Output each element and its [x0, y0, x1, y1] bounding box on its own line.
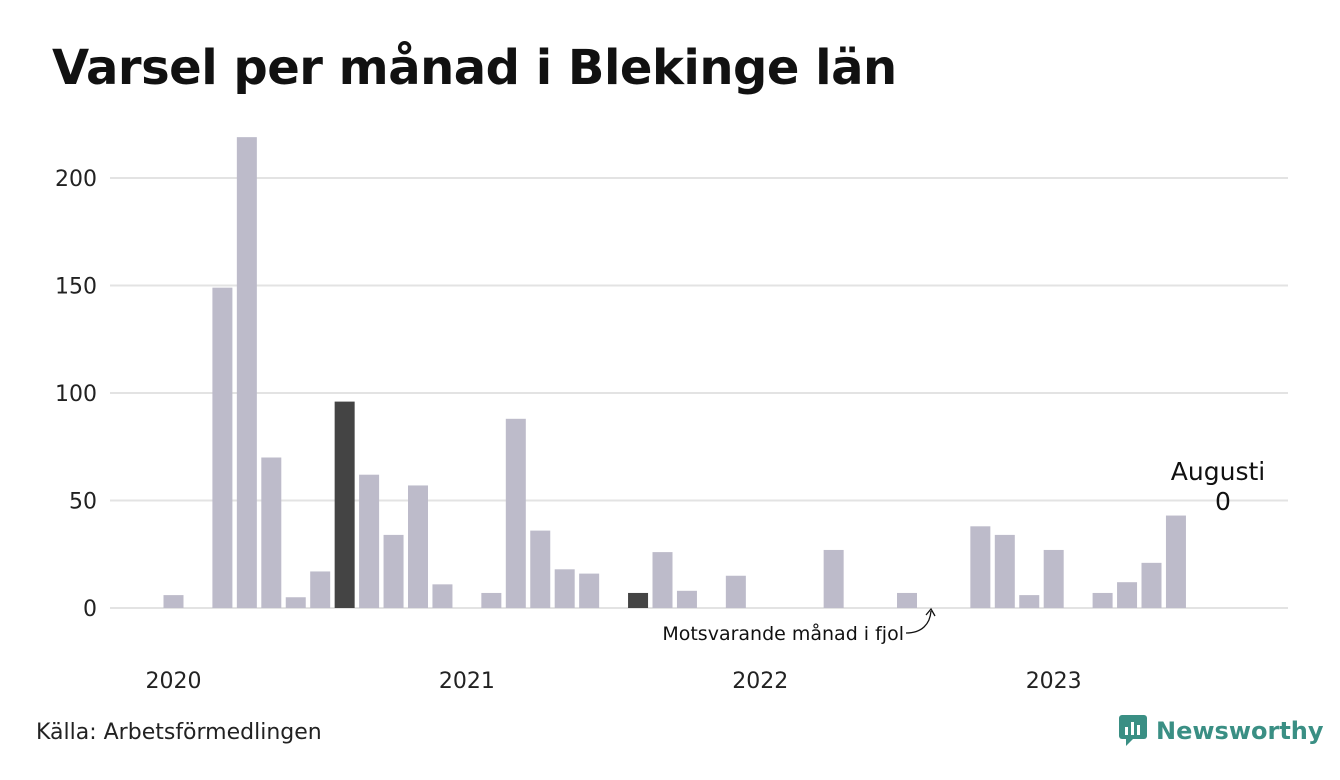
bar-2020-11: [408, 485, 428, 608]
bar-2021-04: [530, 530, 551, 608]
bar-2021-06: [579, 573, 600, 608]
bar-2022-04: [823, 549, 844, 608]
bar-2022-11: [994, 534, 1015, 608]
y-axis-ticks: 0 50 100 150 200: [55, 167, 97, 622]
newsworthy-logo-icon: [1119, 715, 1147, 746]
grid-lines: [110, 177, 1288, 609]
bar-2020-07: [310, 571, 331, 608]
annotation: Motsvarande månad i fjol: [662, 607, 936, 645]
y-tick-label-200: 200: [55, 167, 97, 192]
bar-2020-09: [359, 474, 380, 608]
x-tick-label-2023: 2023: [1026, 669, 1082, 694]
bar-2022-10: [970, 526, 991, 608]
bar-2023-05: [1141, 562, 1162, 608]
bar-2021-10: [676, 590, 697, 608]
y-tick-label-150: 150: [55, 275, 97, 300]
annotation-text: Motsvarande månad i fjol: [662, 622, 904, 645]
bar-2021-08: [628, 592, 649, 608]
y-tick-label-0: 0: [83, 597, 97, 622]
latest-month-label: Augusti: [1171, 457, 1265, 486]
bar-2020-04: [236, 137, 257, 608]
bar-2023-04: [1117, 582, 1138, 608]
bar-2023-06: [1165, 515, 1186, 608]
bar-2020-06: [285, 597, 306, 608]
bar-2021-09: [652, 552, 673, 608]
bar-2020-05: [261, 457, 282, 608]
latest-value-label: Augusti 0: [1171, 457, 1265, 516]
y-tick-label-100: 100: [55, 382, 97, 407]
bar-2020-12: [432, 584, 453, 608]
x-axis-ticks: 2020 2021 2022 2023: [146, 669, 1082, 694]
bar-2023-03: [1092, 592, 1113, 608]
source-note: Källa: Arbetsförmedlingen: [36, 720, 322, 745]
bar-2021-02: [481, 592, 502, 608]
x-tick-label-2022: 2022: [732, 669, 788, 694]
bar-2021-03: [505, 418, 526, 608]
x-tick-label-2021: 2021: [439, 669, 495, 694]
page-title: Varsel per månad i Blekinge län: [52, 40, 897, 96]
bar-2020-08: [334, 401, 355, 608]
annotation-arrowhead: [925, 607, 936, 617]
brand-logo: Newsworthy: [1118, 714, 1324, 748]
bar-2021-05: [554, 569, 575, 608]
bars: [163, 137, 1186, 608]
bar-2021-12: [725, 575, 746, 608]
latest-value: 0: [1215, 487, 1231, 516]
annotation-arrow: [905, 610, 932, 634]
bar-2023-01: [1043, 549, 1064, 608]
x-tick-label-2020: 2020: [146, 669, 202, 694]
brand-name: Newsworthy: [1156, 717, 1324, 745]
bar-2020-01: [163, 595, 184, 608]
y-tick-label-50: 50: [69, 490, 97, 515]
bar-2022-12: [1019, 595, 1040, 608]
bar-2020-03: [212, 287, 233, 608]
bar-2020-10: [383, 534, 404, 608]
bar-2022-07: [897, 592, 917, 608]
